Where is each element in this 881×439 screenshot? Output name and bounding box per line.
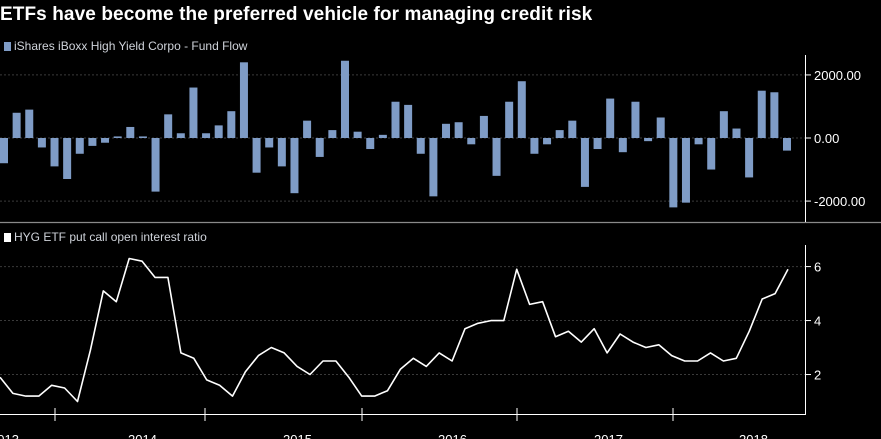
fund-flow-bar (530, 138, 539, 154)
fund-flow-bar (391, 101, 400, 138)
put-call-legend: HYG ETF put call open interest ratio (4, 230, 207, 244)
fund-flow-bar (593, 138, 602, 150)
put-call-legend-label: HYG ETF put call open interest ratio (14, 230, 207, 244)
fund-flow-bar (366, 138, 375, 150)
x-year-label: 2017 (594, 432, 623, 439)
fund-flow-bar (757, 90, 766, 138)
fund-flow-bar (353, 131, 362, 138)
fund-flow-bar (126, 126, 135, 138)
fund-flow-bar (50, 138, 59, 167)
fund-flow-bar (454, 122, 463, 138)
line-y-tick-label: 2 (814, 368, 821, 383)
fund-flow-bar (101, 138, 110, 143)
put-call-ratio-line (0, 257, 789, 403)
fund-flow-bar (63, 138, 72, 179)
bar-y-tick-label: -2000.00 (814, 194, 865, 209)
fund-flow-bar (416, 138, 425, 154)
fund-flow-bar (719, 111, 728, 138)
fund-flow-bar (492, 138, 501, 176)
fund-flow-bar (707, 138, 716, 170)
fund-flow-bar (176, 133, 185, 138)
fund-flow-bar (151, 138, 160, 192)
fund-flow-bar (340, 60, 349, 138)
chart-title: ETFs have become the preferred vehicle f… (0, 4, 593, 25)
x-year-label: 2015 (283, 432, 312, 439)
fund-flow-bar (555, 130, 564, 138)
fund-flow-bar (202, 133, 211, 138)
fund-flow-bar (770, 92, 779, 138)
fund-flow-bar (543, 138, 552, 145)
fund-flow-bar (328, 130, 337, 138)
fund-flow-legend-label: iShares iBoxx High Yield Corpo - Fund Fl… (14, 39, 248, 53)
fund-flow-bar (644, 138, 653, 142)
fund-flow-bar (378, 134, 387, 138)
fund-flow-bar (315, 138, 324, 157)
fund-flow-bar (214, 125, 223, 138)
fund-flow-bar (694, 138, 703, 145)
fund-flow-bar (580, 138, 589, 187)
x-year-label: 2016 (438, 432, 467, 439)
fund-flow-bar (25, 109, 34, 138)
fund-flow-bar (568, 120, 577, 138)
fund-flow-bar (252, 138, 261, 173)
fund-flow-bar (631, 101, 640, 138)
fund-flow-bar (517, 81, 526, 138)
fund-flow-bar (12, 112, 21, 138)
fund-flow-bar (189, 87, 198, 138)
x-year-label: 2014 (128, 432, 157, 439)
fund-flow-bar (618, 138, 627, 153)
fund-flow-bar (75, 138, 84, 154)
fund-flow-bar (656, 117, 665, 138)
fund-flow-bar (277, 138, 286, 167)
fund-flow-bar (745, 138, 754, 178)
fund-flow-legend: iShares iBoxx High Yield Corpo - Fund Fl… (4, 39, 247, 53)
fund-flow-bar (404, 104, 413, 138)
bar-y-tick-label: 0.00 (814, 131, 839, 146)
fund-flow-bar (429, 138, 438, 197)
fund-flow-bar (37, 138, 46, 148)
fund-flow-bar (606, 98, 615, 138)
line-y-tick-label: 6 (814, 260, 821, 275)
fund-flow-bar (783, 138, 791, 151)
fund-flow-bar (88, 138, 97, 146)
x-year-label: 2013 (0, 432, 19, 439)
fund-flow-bar (732, 128, 741, 138)
fund-flow-bar (442, 123, 451, 138)
bar-y-tick-label: 2000.00 (814, 68, 861, 83)
fund-flow-bar (681, 138, 690, 203)
fund-flow-bar (239, 62, 248, 138)
fund-flow-bar (164, 114, 173, 138)
fund-flow-bar (290, 138, 299, 194)
line-y-tick-label: 4 (814, 314, 821, 329)
x-year-label: 2018 (739, 432, 768, 439)
fund-flow-bar (227, 111, 236, 138)
put-call-legend-swatch (4, 233, 11, 242)
fund-flow-bar (669, 138, 678, 208)
fund-flow-bar (505, 101, 514, 138)
fund-flow-legend-swatch (4, 42, 11, 51)
fund-flow-bar (479, 115, 488, 138)
fund-flow-bar (265, 138, 274, 148)
fund-flow-bar (138, 136, 147, 138)
fund-flow-bar (467, 138, 476, 145)
fund-flow-bar (113, 136, 122, 138)
fund-flow-bar (303, 120, 312, 138)
fund-flow-bar (0, 138, 8, 164)
